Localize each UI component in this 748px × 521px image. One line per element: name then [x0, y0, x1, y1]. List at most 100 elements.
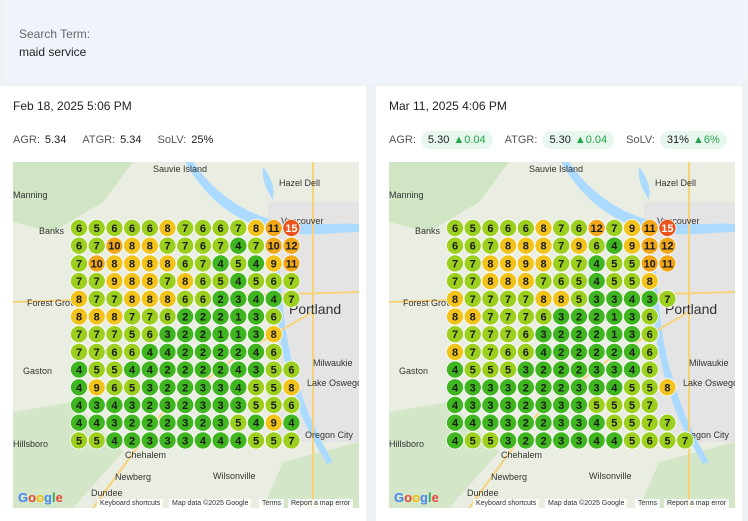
- grid-point[interactable]: 6: [516, 219, 535, 238]
- grid-point[interactable]: 4: [246, 289, 265, 308]
- grid-point[interactable]: 6: [193, 272, 212, 291]
- grid-point[interactable]: 5: [605, 272, 624, 291]
- grid-point[interactable]: 5: [605, 413, 624, 432]
- grid-point[interactable]: 4: [622, 360, 641, 379]
- grid-point[interactable]: 6: [640, 342, 659, 361]
- grid-point[interactable]: 3: [605, 360, 624, 379]
- grid-point[interactable]: 2: [176, 342, 195, 361]
- grid-point[interactable]: 4: [534, 342, 553, 361]
- grid-point[interactable]: 3: [516, 360, 535, 379]
- grid-point[interactable]: 1: [229, 307, 248, 326]
- grid-point[interactable]: 4: [70, 360, 89, 379]
- grid-point[interactable]: 7: [176, 219, 195, 238]
- grid-point[interactable]: 5: [622, 272, 641, 291]
- grid-point[interactable]: 9: [622, 219, 641, 238]
- grid-point[interactable]: 9: [105, 272, 124, 291]
- grid-point[interactable]: 3: [481, 413, 500, 432]
- grid-point[interactable]: 5: [264, 395, 283, 414]
- grid-point[interactable]: 8: [246, 219, 265, 238]
- grid-point[interactable]: 8: [640, 272, 659, 291]
- grid-point[interactable]: 4: [70, 395, 89, 414]
- grid-point[interactable]: 2: [516, 378, 535, 397]
- grid-point[interactable]: 4: [229, 431, 248, 450]
- grid-point[interactable]: 7: [463, 342, 482, 361]
- grid-point[interactable]: 4: [605, 431, 624, 450]
- grid-point[interactable]: 9: [516, 254, 535, 273]
- grid-point[interactable]: 2: [534, 360, 553, 379]
- grid-point[interactable]: 8: [158, 219, 177, 238]
- grid-point[interactable]: 7: [658, 413, 677, 432]
- grid-point[interactable]: 3: [158, 431, 177, 450]
- grid-point[interactable]: 5: [569, 272, 588, 291]
- grid-point[interactable]: 4: [105, 395, 124, 414]
- grid-point[interactable]: 3: [552, 413, 571, 432]
- grid-point[interactable]: 6: [640, 360, 659, 379]
- grid-point[interactable]: 2: [140, 413, 159, 432]
- grid-point[interactable]: 3: [229, 395, 248, 414]
- grid-point[interactable]: 7: [123, 307, 142, 326]
- grid-point[interactable]: 9: [87, 378, 106, 397]
- grid-point[interactable]: 15: [282, 219, 301, 238]
- grid-point[interactable]: 7: [446, 272, 465, 291]
- grid-point[interactable]: 5: [463, 431, 482, 450]
- grid-point[interactable]: 7: [70, 272, 89, 291]
- grid-point[interactable]: 8: [516, 236, 535, 255]
- grid-point[interactable]: 5: [246, 272, 265, 291]
- grid-point[interactable]: 8: [282, 378, 301, 397]
- grid-point[interactable]: 4: [587, 254, 606, 273]
- grid-point[interactable]: 7: [211, 236, 230, 255]
- grid-point[interactable]: 4: [229, 236, 248, 255]
- grid-point[interactable]: 5: [264, 431, 283, 450]
- grid-point[interactable]: 7: [552, 254, 571, 273]
- grid-point[interactable]: 4: [70, 413, 89, 432]
- grid-point[interactable]: 2: [176, 360, 195, 379]
- grid-point[interactable]: 7: [176, 236, 195, 255]
- grid-point[interactable]: 7: [193, 254, 212, 273]
- grid-point[interactable]: 2: [193, 307, 212, 326]
- grid-point[interactable]: 5: [70, 431, 89, 450]
- grid-point[interactable]: 7: [481, 342, 500, 361]
- grid-point[interactable]: 7: [481, 236, 500, 255]
- grid-point[interactable]: 7: [676, 431, 695, 450]
- grid-point[interactable]: 6: [640, 325, 659, 344]
- grid-point[interactable]: 3: [463, 395, 482, 414]
- grid-point[interactable]: 6: [499, 342, 518, 361]
- grid-point[interactable]: 3: [246, 325, 265, 344]
- grid-point[interactable]: 3: [246, 307, 265, 326]
- grid-point[interactable]: 5: [246, 431, 265, 450]
- grid-point[interactable]: 2: [176, 395, 195, 414]
- grid-point[interactable]: 4: [123, 360, 142, 379]
- grid-point[interactable]: 5: [246, 395, 265, 414]
- grid-point[interactable]: 7: [516, 289, 535, 308]
- grid-point[interactable]: 3: [569, 413, 588, 432]
- map-canvas[interactable]: Sauvie Island Hazel Dell Banks Manning Vanco…: [13, 162, 359, 508]
- grid-point[interactable]: 5: [87, 360, 106, 379]
- grid-point[interactable]: 7: [534, 272, 553, 291]
- grid-point[interactable]: 8: [70, 307, 89, 326]
- grid-point[interactable]: 7: [105, 289, 124, 308]
- grid-point[interactable]: 3: [140, 378, 159, 397]
- grid-point[interactable]: 6: [211, 219, 230, 238]
- grid-point[interactable]: 7: [499, 307, 518, 326]
- grid-point[interactable]: 2: [534, 413, 553, 432]
- grid-point[interactable]: 8: [658, 378, 677, 397]
- grid-point[interactable]: 3: [499, 395, 518, 414]
- grid-point[interactable]: 9: [264, 413, 283, 432]
- grid-point[interactable]: 5: [229, 413, 248, 432]
- grid-point[interactable]: 8: [70, 289, 89, 308]
- grid-point[interactable]: 8: [123, 254, 142, 273]
- grid-point[interactable]: 8: [499, 236, 518, 255]
- grid-point[interactable]: 5: [622, 431, 641, 450]
- grid-point[interactable]: 5: [123, 325, 142, 344]
- grid-point[interactable]: 8: [87, 307, 106, 326]
- grid-point[interactable]: 5: [640, 378, 659, 397]
- grid-point[interactable]: 3: [211, 413, 230, 432]
- geogrid-map[interactable]: Sauvie Island Hazel Dell Banks Manning Vanco…: [13, 162, 359, 508]
- grid-point[interactable]: 4: [140, 360, 159, 379]
- grid-point[interactable]: 6: [193, 219, 212, 238]
- geogrid-map[interactable]: Sauvie Island Hazel Dell Banks Manning Vanco…: [389, 162, 735, 508]
- grid-point[interactable]: 5: [622, 254, 641, 273]
- grid-point[interactable]: 3: [463, 378, 482, 397]
- grid-point[interactable]: 2: [516, 413, 535, 432]
- grid-point[interactable]: 5: [87, 219, 106, 238]
